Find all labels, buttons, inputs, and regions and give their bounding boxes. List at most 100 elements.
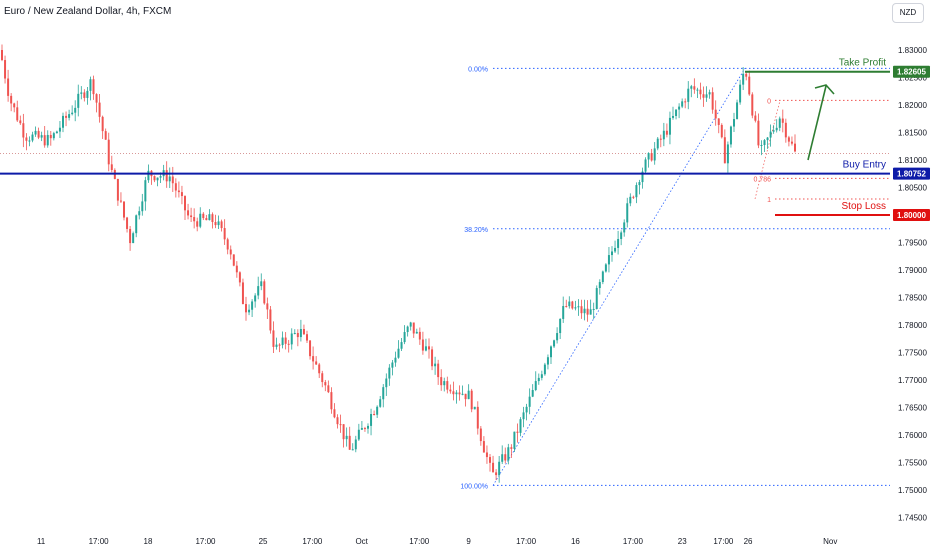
y-tick-label: 1.76500 xyxy=(898,404,927,413)
candle-body xyxy=(415,331,418,334)
x-tick-label: 23 xyxy=(678,537,687,546)
candles xyxy=(1,44,796,483)
candle-body xyxy=(174,183,177,191)
y-tick-label: 1.79000 xyxy=(898,266,927,275)
y-tick-label: 1.81500 xyxy=(898,129,927,138)
candle-body xyxy=(647,153,650,160)
candle-body xyxy=(220,221,223,229)
candle-body xyxy=(559,318,562,334)
candle-body xyxy=(71,112,74,115)
candle-body xyxy=(556,333,559,341)
candle-body xyxy=(269,309,272,331)
candle-body xyxy=(321,373,324,383)
candle-body xyxy=(4,60,7,79)
candle-body xyxy=(40,135,43,138)
candle-body xyxy=(492,462,495,473)
candle-body xyxy=(553,340,556,347)
candle-body xyxy=(424,346,427,351)
candle-body xyxy=(89,79,92,91)
candle-body xyxy=(388,367,391,379)
candle-body xyxy=(363,428,366,430)
candle-body xyxy=(327,385,330,393)
candle-body xyxy=(147,170,150,181)
candle-body xyxy=(119,200,122,202)
candle-body xyxy=(665,130,668,135)
candle-body xyxy=(757,120,760,146)
candle-body xyxy=(293,332,296,334)
candle-body xyxy=(629,196,632,204)
candle-body xyxy=(144,180,147,202)
candle-body xyxy=(620,232,623,240)
candle-body xyxy=(284,337,287,344)
candle-body xyxy=(126,217,129,229)
candle-body xyxy=(476,406,479,429)
candle-body xyxy=(772,130,775,132)
candle-body xyxy=(13,103,16,108)
candle-body xyxy=(34,130,37,135)
candle-body xyxy=(287,343,290,345)
candle-body xyxy=(10,95,13,104)
candle-body xyxy=(455,392,458,395)
candle-body xyxy=(354,439,357,450)
chart-title: Euro / New Zealand Dollar, 4h, FXCM xyxy=(4,6,172,17)
candle-body xyxy=(592,308,595,310)
candle-body xyxy=(86,90,89,98)
y-tick-label: 1.77000 xyxy=(898,376,927,385)
currency-badge[interactable]: NZD xyxy=(892,3,924,23)
candle-body xyxy=(421,339,424,351)
candle-body xyxy=(260,281,263,287)
take-profit-label: Take Profit xyxy=(839,58,886,69)
candle-body xyxy=(431,349,434,367)
candle-body xyxy=(135,215,138,234)
candle-body xyxy=(309,340,312,357)
candle-body xyxy=(412,322,415,334)
take-profit-price-badge xyxy=(893,65,930,78)
candle-body xyxy=(458,392,461,395)
candle-body xyxy=(19,120,22,124)
candle-body xyxy=(736,102,739,120)
candle-body xyxy=(394,357,397,363)
candle-body xyxy=(211,214,214,223)
candle-body xyxy=(397,348,400,358)
candle-body xyxy=(714,109,717,119)
candle-body xyxy=(632,196,635,198)
candle-body xyxy=(339,424,342,426)
fib-small-label: 1 xyxy=(767,197,771,204)
candle-body xyxy=(562,306,565,319)
candle-body xyxy=(46,134,49,146)
candle-body xyxy=(635,185,638,198)
candle-body xyxy=(678,106,681,110)
candle-body xyxy=(315,361,318,365)
candle-body xyxy=(787,137,790,142)
y-tick-label: 1.82000 xyxy=(898,101,927,110)
candle-body xyxy=(443,381,446,386)
candle-body xyxy=(452,391,455,395)
fib-level-label: 100.00% xyxy=(460,483,488,490)
candle-body xyxy=(418,331,421,340)
candle-body xyxy=(199,213,202,227)
candle-body xyxy=(668,117,671,135)
candle-body xyxy=(434,363,437,367)
candle-body xyxy=(360,428,363,430)
candle-body xyxy=(58,127,61,132)
candle-body xyxy=(31,134,34,141)
candle-body xyxy=(16,107,19,121)
candle-body xyxy=(775,127,778,131)
candle-body xyxy=(187,210,190,216)
candle-body xyxy=(306,334,308,341)
candle-body xyxy=(180,192,183,197)
candle-body xyxy=(248,309,251,313)
projection-arrow-head xyxy=(814,84,835,95)
candle-body xyxy=(522,412,525,420)
candle-body xyxy=(345,435,348,440)
candle-body xyxy=(68,114,71,118)
y-tick-label: 1.75000 xyxy=(898,486,927,495)
candle-body xyxy=(74,107,77,113)
candle-body xyxy=(202,213,205,219)
candle-body xyxy=(196,221,199,227)
candle-body xyxy=(141,201,144,212)
candle-body xyxy=(263,281,266,304)
candle-body xyxy=(696,89,699,91)
candle-body xyxy=(498,461,501,476)
